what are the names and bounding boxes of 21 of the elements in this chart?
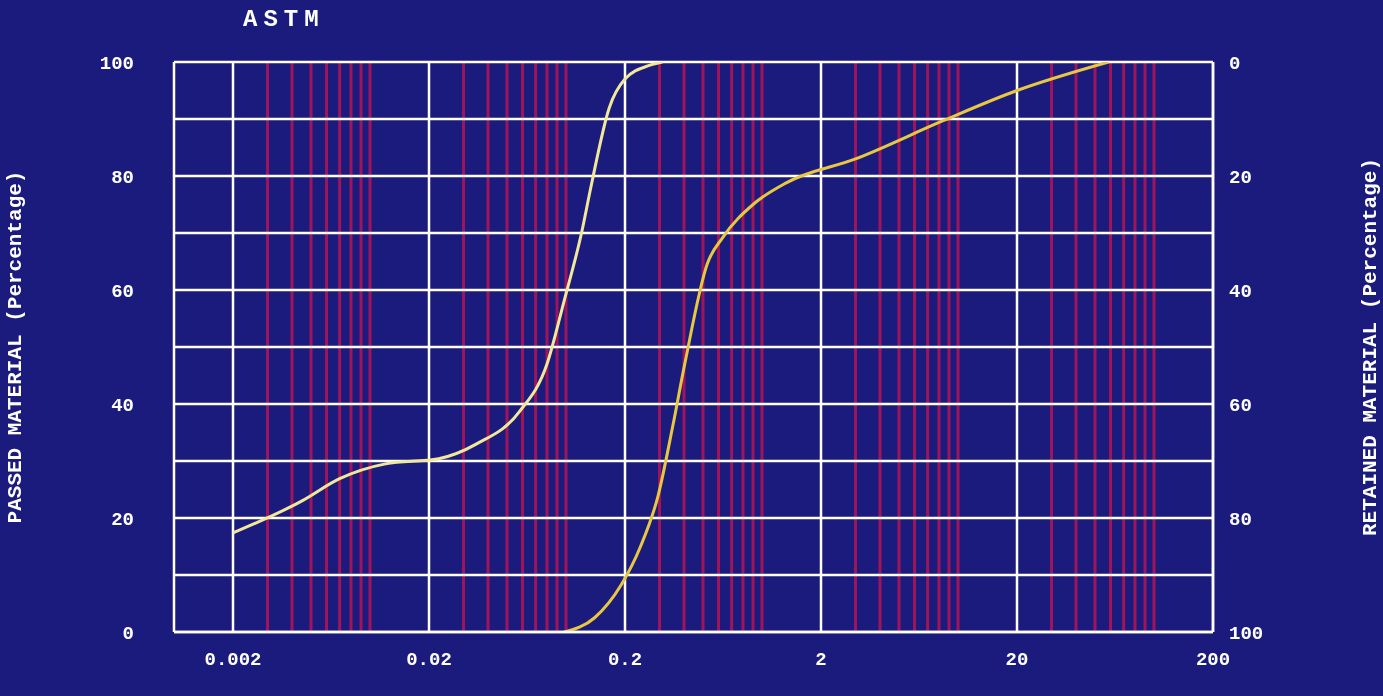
x-tick-label: 200 [1195, 649, 1231, 672]
x-tick-label: 20 [1005, 649, 1029, 672]
x-tick-label: 2 [815, 649, 827, 672]
y-tick-label: 40 [111, 394, 134, 417]
y2-tick-label: 100 [1229, 622, 1264, 645]
y-tick-label: 20 [111, 508, 134, 531]
y-tick-label: 100 [99, 52, 134, 75]
text: ASTM [243, 6, 325, 33]
y2-axis-title: RETAINED MATERIAL (Percentage) [1359, 157, 1383, 537]
y-tick-label: 0 [122, 622, 134, 645]
y2-tick-label: 0 [1229, 52, 1241, 75]
y2-tick-label: 20 [1229, 166, 1252, 189]
y-tick-label: 60 [111, 280, 134, 303]
y2-tick-label: 40 [1229, 280, 1252, 303]
y-tick-label: 80 [111, 166, 134, 189]
y2-tick-label: 60 [1229, 394, 1252, 417]
x-tick-label: 0.002 [204, 649, 262, 672]
x-tick-label: 0.02 [406, 649, 452, 672]
y2-tick-label: 80 [1229, 508, 1252, 531]
y-axis-title: PASSED MATERIAL (Percentage) [4, 170, 28, 524]
x-tick-label: 0.2 [607, 649, 643, 672]
